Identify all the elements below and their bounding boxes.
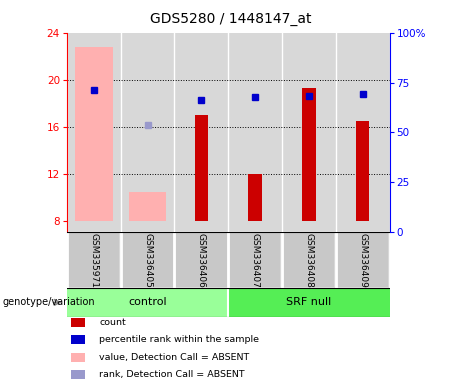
Bar (356, 121, 369, 220)
Text: percentile rank within the sample: percentile rank within the sample (99, 335, 259, 344)
Bar (67, 288, 228, 317)
Text: GDS5280 / 1448147_at: GDS5280 / 1448147_at (150, 12, 311, 25)
Bar (122, 233, 173, 287)
Bar (284, 233, 334, 287)
Bar (75, 47, 112, 220)
Text: SRF null: SRF null (286, 297, 331, 308)
Text: GSM336409: GSM336409 (358, 233, 367, 288)
Text: GSM336407: GSM336407 (251, 233, 260, 288)
Bar (302, 88, 316, 220)
Bar (195, 115, 208, 220)
Text: GSM335971: GSM335971 (89, 233, 98, 288)
Bar (176, 233, 226, 287)
Text: GSM336406: GSM336406 (197, 233, 206, 288)
Bar (228, 288, 390, 317)
Text: rank, Detection Call = ABSENT: rank, Detection Call = ABSENT (99, 370, 245, 379)
Bar (248, 174, 262, 220)
Text: control: control (128, 297, 167, 308)
Text: GSM336408: GSM336408 (304, 233, 313, 288)
Text: GSM336405: GSM336405 (143, 233, 152, 288)
Bar (68, 233, 119, 287)
Text: count: count (99, 318, 126, 327)
Bar (337, 233, 388, 287)
Text: value, Detection Call = ABSENT: value, Detection Call = ABSENT (99, 353, 249, 362)
Bar (230, 233, 280, 287)
Text: genotype/variation: genotype/variation (2, 297, 95, 308)
Bar (129, 192, 166, 220)
